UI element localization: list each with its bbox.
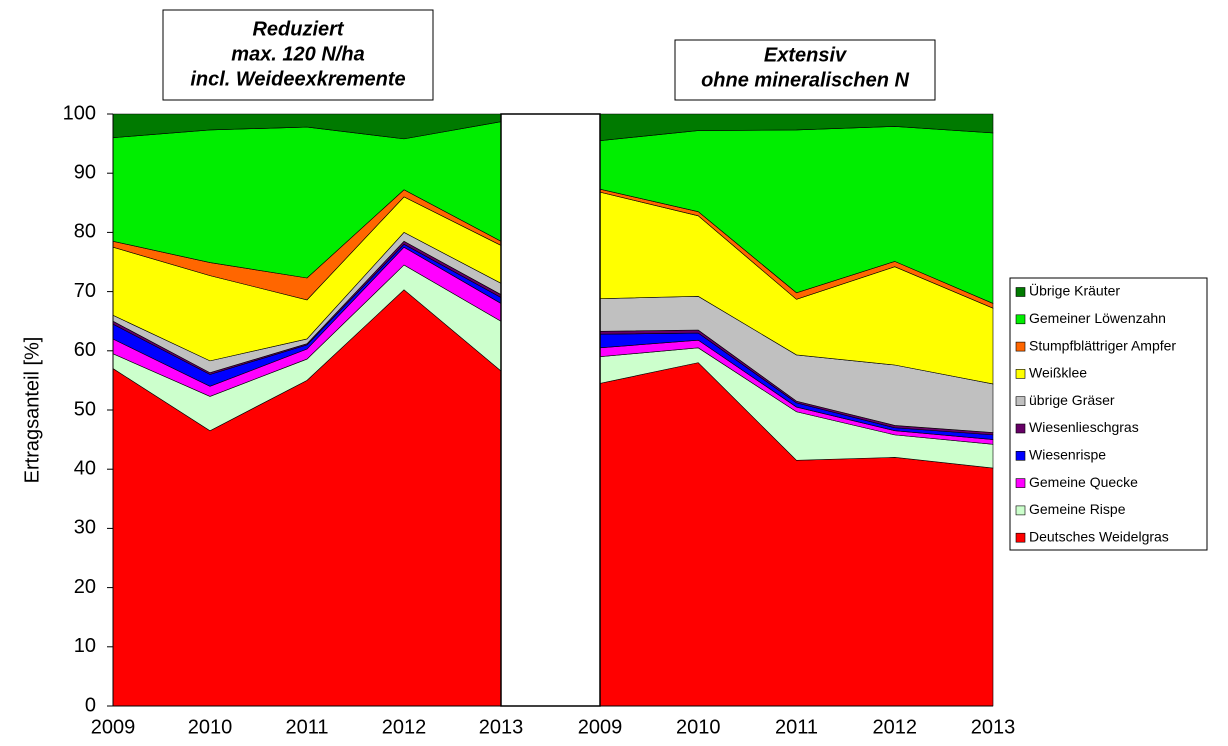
legend-label: Gemeiner Löwenzahn <box>1029 310 1166 326</box>
legend-label: Übrige Kräuter <box>1029 282 1120 299</box>
area <box>599 113 994 141</box>
legend-swatch <box>1015 314 1026 325</box>
y-tick-label: 50 <box>74 398 96 420</box>
legend-swatch <box>1015 341 1026 352</box>
panel-title-box <box>162 9 434 101</box>
y-tick-label: 80 <box>74 221 96 243</box>
panel-title: ohne mineralischen N <box>701 69 909 91</box>
legend-label: Weißklee <box>1029 365 1087 381</box>
x-tick-label: 2010 <box>188 716 233 738</box>
y-axis-label: Ertragsanteil [%] <box>21 337 43 484</box>
panel-title-box <box>674 39 936 101</box>
y-tick-label: 90 <box>74 161 96 183</box>
x-tick-label: 2011 <box>775 716 818 738</box>
panel-title: incl. Weideexkremente <box>190 68 405 90</box>
legend-swatch <box>1015 396 1026 407</box>
y-tick-label: 30 <box>74 517 96 539</box>
legend-label: Stumpfblättriger Ampfer <box>1029 337 1176 353</box>
legend-box <box>1009 277 1208 551</box>
y-tick-label: 70 <box>74 280 96 302</box>
legend-swatch <box>1015 505 1026 516</box>
panel-title: Reduziert <box>252 18 344 40</box>
legend-swatch <box>1015 478 1026 488</box>
legend-label: Gemeine Quecke <box>1029 474 1138 490</box>
x-tick-label: 2009 <box>91 716 136 738</box>
y-tick-label: 10 <box>74 635 96 657</box>
legend-label: Wiesenlieschgras <box>1029 419 1139 435</box>
y-tick-label: 0 <box>85 694 96 716</box>
panel-gap <box>500 113 601 707</box>
legend-swatch <box>1015 423 1026 434</box>
legend-swatch <box>1015 369 1026 379</box>
x-tick-label: 2013 <box>971 716 1016 738</box>
legend-swatch <box>1015 287 1026 297</box>
x-tick-label: 2011 <box>285 716 328 738</box>
x-tick-label: 2013 <box>479 716 524 738</box>
legend-label: Deutsches Weidelgras <box>1029 528 1169 544</box>
x-tick-label: 2009 <box>578 716 623 738</box>
y-tick-label: 40 <box>74 457 96 479</box>
x-tick-label: 2012 <box>873 716 918 738</box>
panel-title: Extensiv <box>764 44 848 66</box>
legend-swatch <box>1015 450 1026 461</box>
y-tick-label: 60 <box>74 339 96 361</box>
y-tick-label: 20 <box>74 576 96 598</box>
x-tick-label: 2010 <box>676 716 721 738</box>
legend-swatch <box>1015 532 1026 543</box>
panel-title: max. 120 N/ha <box>231 43 364 65</box>
y-tick-label: 100 <box>63 102 96 124</box>
legend-label: übrige Gräser <box>1029 392 1115 408</box>
x-tick-label: 2012 <box>382 716 427 738</box>
legend-label: Gemeine Rispe <box>1029 501 1126 517</box>
legend-label: Wiesenrispe <box>1029 447 1106 463</box>
